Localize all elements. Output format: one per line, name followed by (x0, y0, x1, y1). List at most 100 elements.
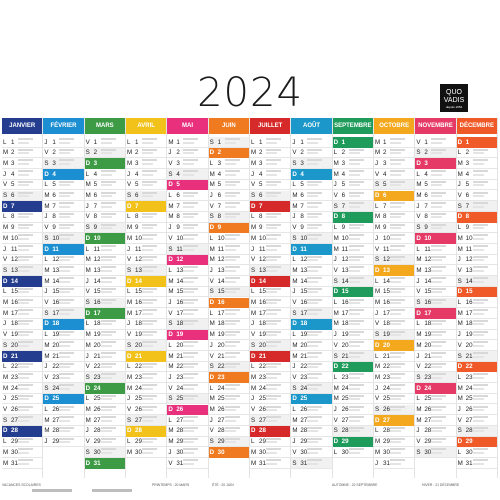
day-number: 3 (424, 159, 428, 167)
saint-name-line (472, 384, 488, 387)
day-row: M 12 (208, 255, 249, 266)
weekday-letter: S (3, 192, 8, 199)
saint-name-line (307, 430, 319, 433)
day-number: 14 (52, 277, 60, 285)
saint-name-line (472, 373, 488, 376)
saint-name-line (307, 227, 319, 230)
weekday-letter: S (3, 266, 8, 274)
day-row: M 29 (167, 437, 208, 448)
saint-name-line (431, 148, 447, 151)
saint-name-line (183, 376, 195, 379)
saint-name-line (266, 259, 277, 262)
saint-name-line (431, 451, 443, 454)
weekday-letter: L (251, 363, 255, 371)
day-row: L 15 (2, 287, 43, 298)
day-row: M 20 (43, 340, 84, 351)
day-row: J 11 (126, 244, 167, 255)
weekday-letter: J (375, 459, 379, 467)
weekday-letter: L (457, 299, 462, 306)
saint-name-line (307, 462, 319, 465)
saint-name-line (18, 170, 33, 173)
day-row: L 17 (208, 308, 249, 319)
weekday-letter: S (85, 149, 90, 157)
day-row: S 16 (415, 297, 456, 309)
saint-name-line (472, 334, 484, 337)
saint-name-line (59, 366, 71, 369)
weekday-letter: D (416, 234, 421, 242)
saint-name-line (348, 394, 364, 397)
day-number: 16 (93, 299, 101, 306)
weekday-letter: M (44, 427, 50, 435)
weekday-letter: V (3, 331, 8, 339)
weekday-letter: J (209, 266, 213, 274)
weekday-letter: D (416, 159, 421, 167)
saint-name-line (390, 245, 405, 247)
saint-name-line (18, 195, 29, 197)
weekday-letter: D (457, 363, 463, 371)
day-number: 26 (93, 406, 101, 413)
day-row: D 17 (84, 308, 125, 319)
saint-name-line (431, 341, 447, 344)
day-number: 20 (465, 341, 473, 349)
day-row: S 29 (208, 436, 249, 448)
saint-name-line (183, 323, 195, 326)
day-number: 21 (259, 352, 266, 360)
day-number: 5 (300, 181, 304, 189)
day-row: V 13 (332, 265, 373, 277)
saint-name-line (183, 441, 195, 444)
day-number: 9 (465, 224, 470, 232)
day-number: 15 (11, 288, 18, 296)
saint-name-line (100, 344, 112, 347)
day-number: 20 (217, 341, 225, 349)
saint-name-line (142, 259, 153, 262)
day-row: L 22 (126, 362, 167, 373)
saint-name-line (142, 148, 157, 151)
weekday-letter: S (457, 277, 462, 285)
saint-name-line (59, 269, 71, 272)
day-row: M 16 (2, 298, 43, 309)
weekday-letter: S (416, 448, 421, 456)
weekday-letter: V (416, 138, 421, 146)
weekday-letter: M (209, 170, 215, 178)
weekday-letter: S (375, 181, 380, 189)
weekday-letter: V (375, 320, 380, 328)
day-row: D 21 (250, 351, 291, 362)
saint-name-line (390, 448, 405, 451)
saint-name-line (472, 184, 484, 187)
weekday-letter: V (209, 277, 214, 285)
weekday-letter: S (44, 309, 49, 317)
day-row: D 13 (374, 265, 415, 277)
weekday-letter: L (333, 373, 338, 381)
saint-name-line (224, 138, 240, 140)
day-row: J 23 (167, 372, 208, 384)
saint-name-line (224, 173, 236, 176)
saint-name-line (59, 180, 75, 183)
saint-name-line (183, 195, 195, 197)
weekday-letter: M (85, 256, 91, 264)
day-number: 27 (300, 416, 308, 424)
saint-name-line (266, 291, 277, 294)
day-number: 8 (11, 213, 15, 221)
weekday-letter: M (251, 459, 257, 467)
day-number: 17 (135, 309, 142, 317)
saint-name-line (307, 302, 319, 304)
saint-name-line (266, 298, 281, 301)
day-number: 25 (93, 395, 101, 403)
saint-name-line (348, 184, 360, 187)
day-number: 8 (93, 213, 98, 221)
day-row: M 25 (456, 394, 497, 405)
day-number: 8 (135, 213, 139, 221)
day-number: 3 (93, 159, 98, 167)
weekday-letter: J (44, 438, 48, 446)
day-row: S 30 (415, 447, 456, 458)
saint-name-line (100, 426, 116, 429)
